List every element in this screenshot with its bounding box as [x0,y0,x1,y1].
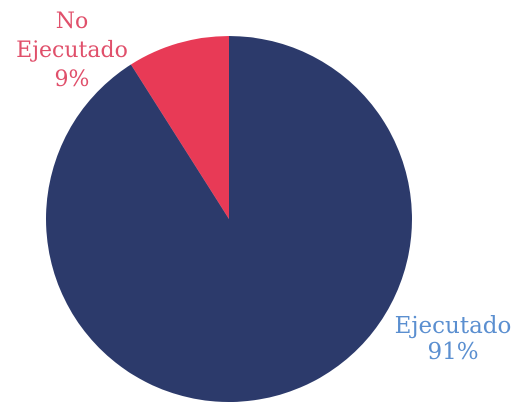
slice-label-2-line-3: 9% [55,67,90,92]
slice-label-1: Ejecutado 91% [395,313,512,365]
pie-slice-2 [130,36,229,219]
slice-label-1-line-2: 91% [427,339,478,365]
slice-label-2: No Ejecutado 9% [16,9,128,92]
slice-label-2-line-1: No [56,9,89,34]
slice-label-2-line-2: Ejecutado [16,38,128,63]
slice-label-1-line-1: Ejecutado [395,313,512,339]
